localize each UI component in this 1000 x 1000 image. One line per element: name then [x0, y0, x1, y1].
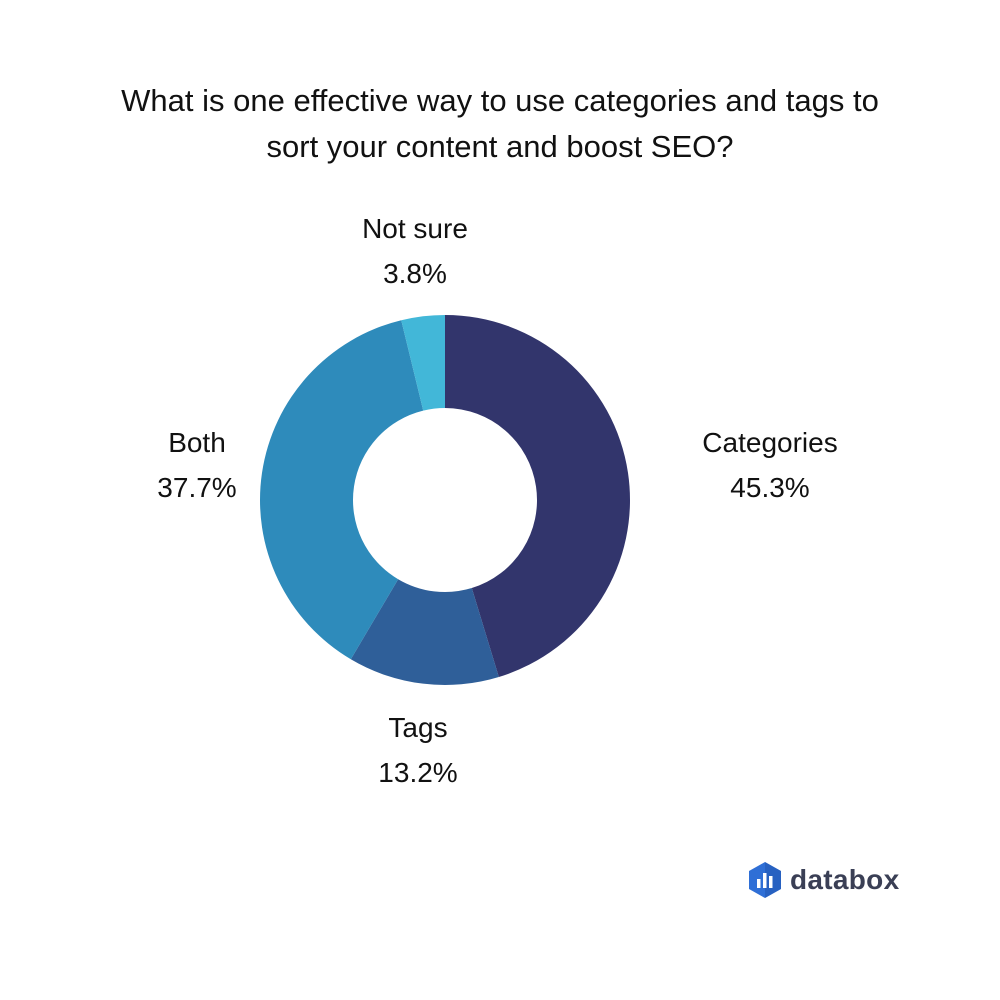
slice-value-both: 37.7% [157, 472, 236, 503]
slice-label-categories: Categories [702, 427, 837, 458]
slice-not-sure [401, 315, 445, 411]
chart-title-line-2: sort your content and boost SEO? [266, 129, 734, 164]
chart-title: What is one effective way to use categor… [40, 78, 960, 170]
databox-logo-icon [749, 862, 781, 898]
brand-name: databox [790, 864, 900, 895]
slice-categories [445, 315, 630, 677]
slice-value-not-sure: 3.8% [383, 258, 447, 289]
slice-both [259, 320, 424, 660]
slice-value-tags: 13.2% [378, 757, 457, 788]
slice-label-both: Both [168, 427, 226, 458]
slice-tags [350, 579, 499, 685]
slice-label-tags: Tags [388, 712, 447, 743]
chart-title-line-1: What is one effective way to use categor… [121, 83, 879, 118]
brand-logo: databox [749, 861, 899, 899]
slice-value-categories: 45.3% [730, 472, 809, 503]
slice-label-not-sure: Not sure [362, 213, 468, 244]
